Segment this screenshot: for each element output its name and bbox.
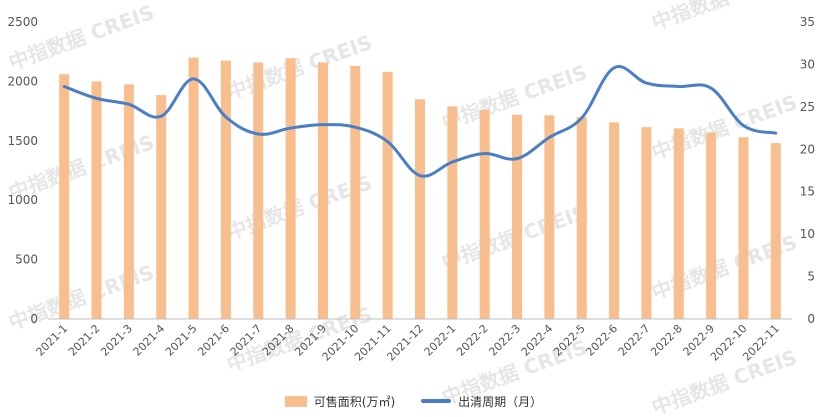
bar-2022-2 xyxy=(479,109,490,319)
legend-item-cycle: 出清周期（月） xyxy=(421,393,542,410)
right-y-tick-label: 25 xyxy=(800,100,815,114)
bar-2022-10 xyxy=(738,137,749,319)
left-y-tick-label: 1000 xyxy=(7,193,38,207)
legend-item-area: 可售面积(万㎡) xyxy=(284,393,396,410)
x-tick-label: 2021-4 xyxy=(131,322,168,359)
x-tick-label: 2021-1 xyxy=(34,322,71,359)
legend-label-cycle: 出清周期（月） xyxy=(458,394,543,409)
x-tick-label: 2022-1 xyxy=(422,322,459,359)
right-y-tick-label: 30 xyxy=(800,57,815,71)
bar-2021-6 xyxy=(220,60,231,320)
bar-series-available-area xyxy=(59,57,781,320)
bar-2021-7 xyxy=(253,62,264,319)
bar-2022-7 xyxy=(641,127,652,319)
left-y-tick-label: 0 xyxy=(30,312,38,326)
x-tick-label: 2022-7 xyxy=(616,322,653,359)
right-y-tick-label: 35 xyxy=(800,15,815,29)
x-tick-label: 2021-2 xyxy=(66,322,103,359)
right-y-axis-ticks: 0 5 10 15 20 25 30 35 xyxy=(800,15,815,326)
bar-2021-9 xyxy=(317,62,328,319)
left-y-tick-label: 1500 xyxy=(7,134,38,148)
right-y-tick-label: 15 xyxy=(800,185,815,199)
right-y-tick-label: 10 xyxy=(800,227,815,241)
right-y-tick-label: 0 xyxy=(807,312,815,326)
x-tick-label: 2022-6 xyxy=(583,322,620,359)
watermark-text: 中指数据 CREIS xyxy=(649,0,801,35)
left-y-axis-ticks: 0 500 1000 1500 2000 2500 xyxy=(7,15,38,326)
x-tick-label: 2022-3 xyxy=(486,322,523,359)
left-y-tick-label: 500 xyxy=(15,253,38,267)
bar-2022-4 xyxy=(544,115,555,319)
bar-2022-8 xyxy=(673,128,684,319)
right-y-tick-label: 20 xyxy=(800,142,815,156)
legend-bar-swatch xyxy=(284,395,307,407)
bar-2022-1 xyxy=(447,106,458,319)
bar-2022-5 xyxy=(576,117,587,319)
bar-2021-5 xyxy=(188,57,199,319)
legend-line-swatch xyxy=(421,399,452,403)
bar-2021-3 xyxy=(123,84,134,320)
bar-2021-2 xyxy=(91,81,102,320)
watermark-text: 中指数据 CREIS xyxy=(6,0,158,75)
left-y-tick-label: 2000 xyxy=(7,74,38,88)
bar-2021-10 xyxy=(350,65,361,320)
bar-2022-9 xyxy=(706,132,717,319)
x-axis-ticks: 2021-12021-22021-32021-42021-52021-62021… xyxy=(34,322,782,364)
bar-2021-4 xyxy=(156,95,167,319)
watermark-text: 中指数据 CREIS xyxy=(6,260,158,335)
bar-2021-8 xyxy=(285,58,296,319)
x-tick-label: 2022-8 xyxy=(648,322,685,359)
legend-label-area: 可售面积(万㎡) xyxy=(313,394,396,409)
x-tick-label: 2021-5 xyxy=(163,322,200,359)
bar-2022-6 xyxy=(609,122,620,319)
right-y-tick-label: 5 xyxy=(807,270,815,284)
bar-2021-1 xyxy=(59,74,70,320)
x-tick-label: 2021-3 xyxy=(98,322,135,359)
bar-2021-12 xyxy=(415,99,425,319)
line-series-clearance-cycle xyxy=(62,65,778,178)
bar-2022-11 xyxy=(770,143,781,319)
x-tick-label: 2022-2 xyxy=(454,322,491,359)
bar-2022-3 xyxy=(512,114,523,319)
legend: 可售面积(万㎡) 出清周期（月） xyxy=(0,390,827,412)
bar-2021-11 xyxy=(382,71,393,320)
left-y-tick-label: 2500 xyxy=(7,15,38,29)
